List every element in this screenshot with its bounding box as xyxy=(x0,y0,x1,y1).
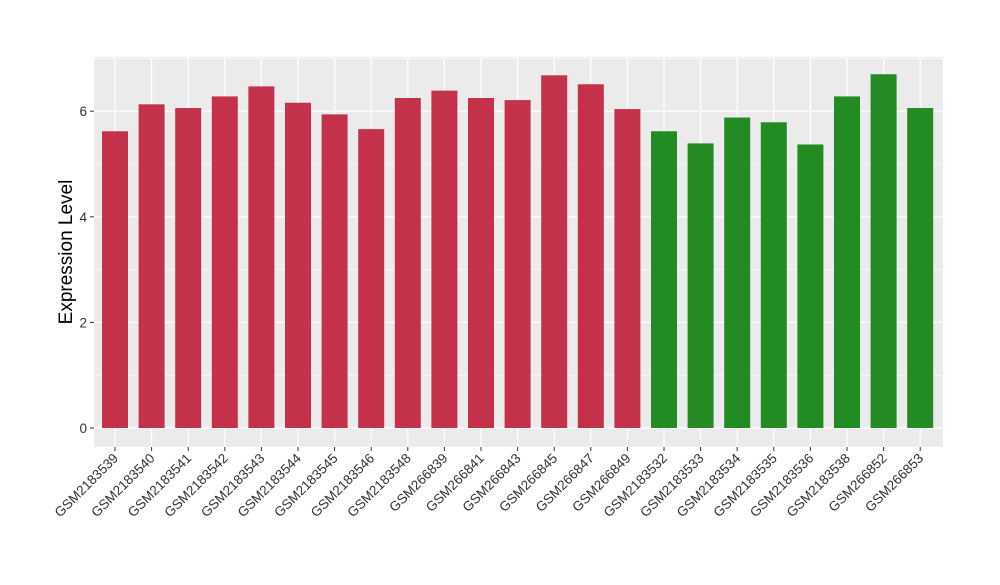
x-tick-label: GSM2183545 xyxy=(271,451,341,521)
x-tick-label: GSM2183548 xyxy=(344,451,414,521)
x-tick-label: GSM2183542 xyxy=(161,451,231,521)
y-axis-label: Expression Level xyxy=(56,180,77,325)
bar-GSM2183541 xyxy=(175,108,202,429)
x-tick-label: GSM2183539 xyxy=(52,451,122,521)
x-tick-label: GSM2183541 xyxy=(125,451,195,521)
bar-GSM2183543 xyxy=(248,86,275,428)
bar-GSM266849 xyxy=(614,109,641,428)
x-tick-label: GSM2183546 xyxy=(308,451,378,521)
x-tick-label: GSM2183536 xyxy=(747,451,817,521)
bar-GSM2183540 xyxy=(138,104,165,428)
x-tick-label: GSM2183544 xyxy=(235,450,305,520)
y-tick-label: 6 xyxy=(79,104,87,119)
bars xyxy=(102,74,934,429)
bar-GSM2183536 xyxy=(797,144,824,429)
bar-GSM2183548 xyxy=(394,98,421,428)
x-tick-label: GSM2183532 xyxy=(601,451,671,521)
bar-GSM266845 xyxy=(541,75,568,429)
bar-GSM2183539 xyxy=(102,131,128,428)
bar-GSM266853 xyxy=(907,108,934,429)
x-tick-label: GSM2183538 xyxy=(784,451,854,521)
bar-GSM266841 xyxy=(468,98,494,428)
bar-GSM266843 xyxy=(504,100,531,428)
bar-GSM2183545 xyxy=(321,114,348,429)
bar-GSM2183538 xyxy=(834,96,860,428)
y-tick-label: 0 xyxy=(79,421,87,436)
y-tick-label: 2 xyxy=(79,315,87,330)
bar-GSM2183532 xyxy=(651,131,677,428)
bar-GSM2183535 xyxy=(760,122,787,429)
x-tick-label: GSM2183543 xyxy=(198,451,268,521)
bar-GSM266847 xyxy=(577,84,604,428)
y-tick-label: 4 xyxy=(79,210,87,225)
bar-GSM2183534 xyxy=(724,117,751,428)
x-tick-label: GSM2183535 xyxy=(710,451,780,521)
bar-GSM266852 xyxy=(870,74,897,429)
bar-GSM2183533 xyxy=(687,143,714,428)
bar-GSM2183544 xyxy=(285,102,311,428)
x-tick-label: GSM2183533 xyxy=(637,451,707,521)
bar-GSM2183542 xyxy=(211,96,238,428)
bar-GSM2183546 xyxy=(358,129,385,429)
x-tick-label: GSM2183540 xyxy=(88,451,158,521)
bar-GSM266839 xyxy=(431,90,458,428)
x-tick-label: GSM2183534 xyxy=(674,450,744,520)
